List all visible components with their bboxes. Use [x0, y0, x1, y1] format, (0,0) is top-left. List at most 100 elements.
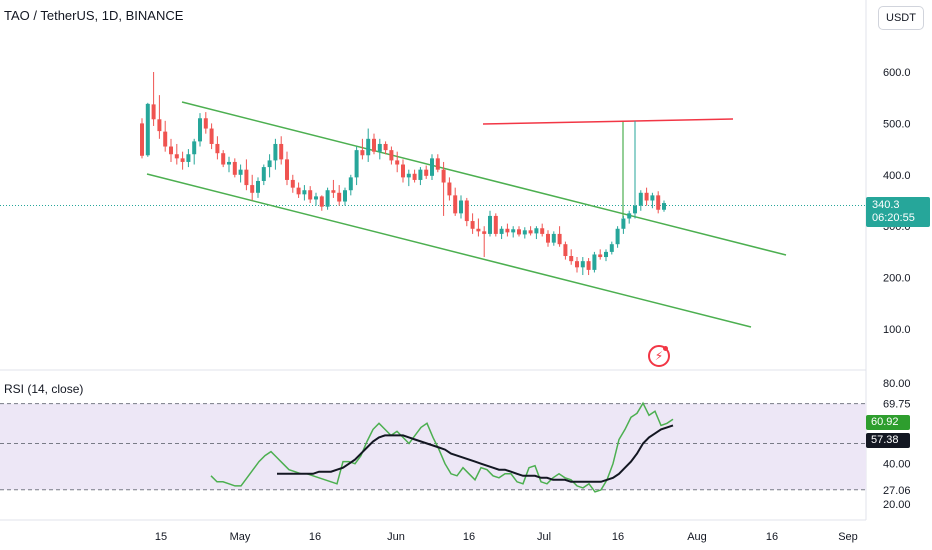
- candle: [308, 186, 313, 204]
- candle: [563, 241, 568, 260]
- candle: [389, 146, 394, 165]
- candle: [331, 179, 336, 198]
- time-tick-label: 15: [155, 531, 167, 543]
- rsi-tick-label: 69.75: [883, 399, 911, 411]
- candle: [314, 192, 318, 206]
- rsi-ma-badge: 57.38: [866, 433, 910, 448]
- candle: [215, 136, 220, 160]
- candle: [180, 151, 185, 170]
- candle: [337, 185, 342, 206]
- candle: [256, 177, 260, 198]
- trend-drawings[interactable]: [146, 101, 787, 328]
- candle: [522, 227, 527, 239]
- candle: [302, 185, 307, 201]
- rsi-tick-label: 20.00: [883, 499, 911, 511]
- candle: [348, 174, 353, 196]
- candle: [174, 143, 179, 165]
- candle: [464, 197, 469, 227]
- candle: [435, 154, 440, 173]
- candle: [244, 159, 249, 191]
- rsi-tick-label: 40.00: [883, 459, 911, 471]
- rsi-ma-line: [277, 424, 674, 483]
- last-price-value: 340.3: [872, 199, 900, 211]
- rsi-tick-label: 27.06: [883, 485, 911, 497]
- time-tick-label: Sep: [838, 531, 858, 543]
- last-price-badge: 340.3 06:20:55: [866, 197, 930, 227]
- candle: [273, 138, 278, 170]
- candle: [488, 210, 492, 237]
- channel-lower-line[interactable]: [146, 173, 752, 328]
- rsi-lines: [210, 401, 674, 493]
- candle: [656, 191, 661, 214]
- candle: [279, 136, 284, 165]
- price-tick-label: 600.0: [883, 67, 911, 79]
- notification-dot-icon: [663, 346, 668, 351]
- time-tick-label: Jun: [387, 531, 405, 543]
- candle: [319, 195, 324, 211]
- candle: [662, 200, 666, 212]
- candle: [493, 213, 498, 237]
- candle: [557, 226, 562, 247]
- candle: [290, 174, 295, 193]
- candle: [157, 95, 162, 139]
- candle: [470, 213, 475, 234]
- candle: [505, 223, 510, 237]
- candle: [360, 138, 365, 160]
- rsi-tick-label: 80.00: [883, 378, 911, 390]
- price-tick-label: 500.0: [883, 118, 911, 130]
- candle: [296, 182, 301, 198]
- candle: [575, 257, 579, 273]
- candle: [650, 192, 655, 209]
- channel-upper-line[interactable]: [181, 101, 787, 256]
- time-tick-label: 16: [463, 531, 475, 543]
- candle: [615, 226, 620, 248]
- candle: [377, 138, 382, 160]
- candle: [325, 187, 330, 210]
- candle: [586, 258, 591, 276]
- time-tick-label: 16: [612, 531, 624, 543]
- rsi-band-fill: [0, 403, 866, 490]
- candle: [482, 226, 487, 258]
- time-tick-label: May: [230, 531, 251, 543]
- candle: [534, 226, 539, 240]
- candle: [499, 226, 504, 240]
- candle: [569, 249, 574, 265]
- candle: [151, 72, 156, 126]
- candle: [372, 133, 376, 155]
- candle: [609, 241, 614, 255]
- candle: [412, 169, 417, 183]
- symbol-title[interactable]: TAO / TetherUS, 1D, BINANCE: [4, 8, 184, 23]
- candle: [169, 138, 173, 162]
- candle: [598, 249, 603, 260]
- countdown-timer: 06:20:55: [872, 212, 915, 224]
- candle: [580, 257, 585, 276]
- candle: [644, 187, 649, 206]
- candle: [430, 154, 434, 180]
- currency-button[interactable]: USDT: [878, 6, 924, 30]
- candle: [441, 161, 446, 216]
- time-tick-label: Aug: [687, 531, 707, 543]
- time-tick-label: 16: [309, 531, 321, 543]
- resistance-line[interactable]: [482, 118, 734, 125]
- candle: [285, 151, 289, 186]
- price-tick-label: 200.0: [883, 273, 911, 285]
- time-tick-label: Jul: [537, 531, 551, 543]
- candle: [261, 164, 266, 186]
- candle: [627, 210, 632, 224]
- candle: [511, 226, 516, 238]
- candle: [186, 149, 191, 168]
- candle: [528, 226, 533, 236]
- candle: [459, 195, 463, 219]
- candle: [592, 251, 597, 273]
- price-tick-label: 100.0: [883, 324, 911, 336]
- candle: [354, 146, 359, 186]
- candle: [145, 102, 150, 157]
- candle: [604, 249, 608, 262]
- candle: [366, 128, 371, 162]
- candle: [546, 230, 550, 247]
- candle: [198, 113, 202, 147]
- candle: [418, 167, 423, 186]
- rsi-title[interactable]: RSI (14, close): [4, 382, 84, 396]
